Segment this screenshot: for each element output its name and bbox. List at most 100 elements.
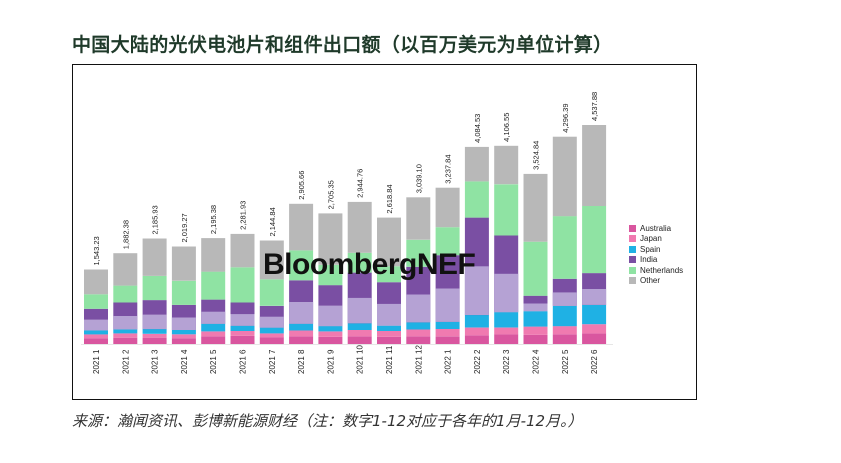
bar-segment-australia-6: [230, 335, 255, 344]
bar-segment-netherlands-12: [406, 239, 431, 267]
category-label-10: 2021 10: [356, 345, 365, 374]
bar-segment-australia-9: [318, 336, 343, 344]
bar-segment-other-4: [171, 246, 196, 281]
category-label-12: 2021 12: [414, 345, 423, 374]
legend-label-other: Other: [640, 276, 661, 286]
bar-segment-spain-17: [552, 305, 577, 327]
total-label-2: 1,882.38: [121, 220, 130, 249]
legend-swatch-japan: [629, 235, 636, 243]
category-label-18: 2022 6: [590, 349, 599, 374]
legend-item-australia: Australia: [629, 223, 683, 234]
bar-segment-india-light-4: [171, 317, 196, 330]
chart-legend: Australia Japan Spain India Netherlands Other: [629, 223, 683, 286]
bar-segment-other-10: [347, 201, 372, 253]
legend-swatch-australia: [629, 224, 636, 232]
total-label-1: 1,543.23: [92, 236, 101, 265]
total-label-7: 2,144.84: [268, 207, 277, 236]
bar-segment-india-light-6: [230, 314, 255, 326]
bar-segment-other-9: [318, 213, 343, 265]
bar-segment-spain-1: [84, 330, 108, 335]
total-label-9: 2,705.35: [326, 180, 335, 209]
bar-segment-australia-8: [289, 336, 314, 344]
legend-label-netherlands: Netherlands: [640, 265, 684, 275]
bar-segment-japan-13: [435, 329, 460, 337]
category-label-8: 2021 8: [297, 349, 306, 374]
bar-segment-other-17: [552, 136, 577, 217]
bar-segment-india-light-3: [142, 314, 167, 330]
bar-segment-australia-11: [377, 336, 401, 344]
bar-segment-other-11: [377, 217, 401, 267]
bar-segment-australia-2: [113, 337, 138, 344]
bar-segment-australia-4: [171, 338, 196, 344]
bar-segment-india-light-9: [318, 305, 343, 327]
bar-segment-netherlands-9: [318, 264, 343, 286]
bar-segment-spain-18: [582, 304, 607, 325]
legend-label-japan: Japan: [640, 234, 662, 244]
bar-segment-india-light-15: [494, 273, 519, 313]
category-label-17: 2022 5: [561, 349, 570, 374]
bar-segment-spain-12: [406, 322, 431, 330]
bar-segment-japan-5: [201, 331, 226, 337]
bar-segment-netherlands-13: [435, 227, 460, 256]
chart-frame: 1,543.23 2021 1 1,882.38 2021 2 2,185.93 2021…: [72, 64, 697, 400]
legend-label-australia: Australia: [640, 223, 672, 233]
bar-segment-india-light-18: [582, 289, 607, 305]
bar-segment-spain-5: [201, 323, 226, 332]
stacked-bar-chart: 1,543.23 2021 1 1,882.38 2021 2 2,185.93 2021…: [81, 92, 613, 374]
total-label-13: 3,237.84: [444, 154, 453, 183]
bar-segment-other-1: [84, 269, 108, 295]
bar-segment-australia-17: [552, 334, 577, 344]
bar-segment-japan-17: [552, 326, 577, 335]
total-label-17: 4,296.39: [561, 103, 570, 132]
bar-segment-japan-1: [84, 334, 108, 339]
bar-segment-india-light-7: [259, 316, 284, 328]
legend-swatch-other: [629, 277, 636, 285]
bar-segment-other-5: [201, 238, 226, 272]
bar-segment-japan-8: [289, 330, 314, 337]
legend-item-japan: Japan: [629, 234, 683, 245]
bar-segment-japan-4: [171, 334, 196, 339]
bar-segment-spain-9: [318, 326, 343, 332]
total-label-6: 2,281.93: [239, 201, 248, 230]
bar-segment-australia-5: [201, 336, 226, 344]
bar-segment-spain-16: [523, 311, 548, 327]
bar-segment-other-18: [582, 125, 607, 206]
bar-segment-spain-3: [142, 329, 167, 334]
legend-label-spain: Spain: [640, 244, 661, 254]
bar-segment-netherlands-10: [347, 252, 372, 273]
bar-segment-australia-3: [142, 337, 167, 344]
legend-swatch-india: [629, 256, 636, 264]
bar-segment-spain-14: [464, 315, 489, 328]
bar-segment-other-8: [289, 203, 314, 251]
bar-segment-other-2: [113, 253, 138, 286]
bar-segment-spain-6: [230, 325, 255, 331]
bar-segment-australia-16: [523, 334, 548, 344]
bar-segment-india-light-13: [435, 288, 460, 322]
bar-segment-netherlands-1: [84, 294, 108, 309]
total-label-15: 4,106.55: [502, 113, 511, 142]
total-label-3: 2,185.93: [151, 205, 160, 234]
total-label-18: 4,537.88: [590, 92, 599, 121]
bar-segment-australia-1: [84, 338, 108, 344]
category-label-2: 2021 2: [121, 349, 130, 374]
bar-segment-australia-14: [464, 335, 489, 344]
bar-segment-japan-16: [523, 326, 548, 335]
bar-segment-japan-3: [142, 333, 167, 338]
legend-item-other: Other: [629, 276, 683, 287]
bar-segment-other-7: [259, 240, 284, 280]
legend-item-india: India: [629, 255, 683, 266]
bar-segment-japan-7: [259, 333, 284, 338]
bar-segment-spain-4: [171, 330, 196, 335]
total-label-11: 2,618.84: [385, 184, 394, 213]
legend-swatch-spain: [629, 245, 636, 253]
bar-segment-india-light-10: [347, 297, 372, 324]
bar-segment-netherlands-16: [523, 241, 548, 296]
category-label-7: 2021 7: [268, 349, 277, 374]
bar-segment-india-light-1: [84, 319, 108, 331]
category-label-13: 2022 1: [444, 349, 453, 374]
bar-segment-australia-15: [494, 334, 519, 344]
total-label-16: 3,524.84: [532, 141, 541, 170]
legend-item-netherlands: Netherlands: [629, 265, 683, 276]
bar-segment-other-16: [523, 173, 548, 242]
bar-segment-spain-2: [113, 329, 138, 334]
